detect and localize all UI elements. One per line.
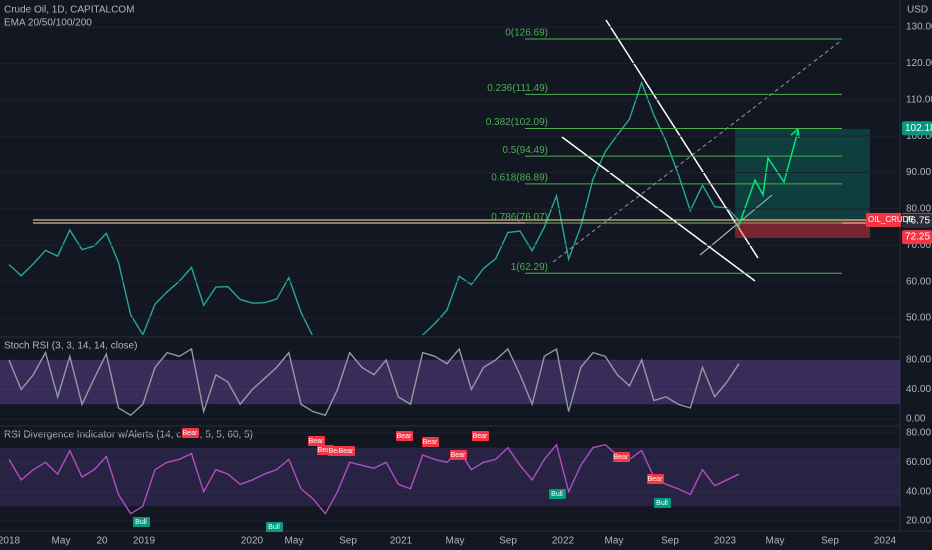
y-tick-label: 80.00	[906, 428, 931, 439]
x-tick-label: May	[766, 536, 785, 547]
y-tick-label: 80.00	[906, 355, 931, 366]
x-tick-label: Sep	[499, 536, 517, 547]
x-tick-label: 2024	[874, 536, 897, 547]
signal-label: Bear	[473, 433, 488, 440]
rsi-title: RSI Divergence Indicator w/Alerts (14, c…	[4, 430, 253, 441]
x-tick-label: 2018	[0, 536, 21, 547]
signal-label: Bull	[551, 491, 563, 498]
y-tick-label: 110.00	[906, 94, 932, 105]
y-tick-label: 70.00	[906, 240, 931, 251]
stoch-band	[0, 360, 900, 405]
x-tick-label: May	[605, 536, 624, 547]
stoch-line	[8, 347, 740, 417]
signal-tag	[647, 474, 664, 484]
x-tick-label: May	[285, 536, 304, 547]
signal-tag	[133, 517, 150, 527]
fib-label: 0.236(111.49)	[487, 83, 548, 94]
x-tick-label: May	[52, 536, 71, 547]
stoch-title: Stoch RSI (3, 3, 14, 14, close)	[4, 341, 137, 352]
signal-tag	[450, 450, 467, 460]
y-tick-label: 60.00	[906, 276, 931, 287]
price-marker	[902, 121, 932, 136]
x-tick-label: Sep	[821, 536, 839, 547]
signal-tag	[308, 436, 325, 446]
signal-tag	[422, 437, 439, 447]
signal-label: Bear	[309, 438, 324, 445]
signal-tag	[396, 431, 413, 441]
x-tick-label: May	[446, 536, 465, 547]
signal-tag	[266, 522, 283, 532]
fib-label: 1(62.29)	[511, 262, 548, 273]
x-tick-label: 2020	[241, 536, 264, 547]
y-tick-label: 130.00	[906, 22, 932, 33]
signal-label: Bear	[451, 452, 466, 459]
signal-tag	[613, 452, 630, 462]
fib-label: 0.382(102.09)	[486, 117, 548, 128]
signal-label: Bear	[397, 433, 412, 440]
target-zone	[735, 129, 870, 220]
signal-label: Bear	[648, 476, 663, 483]
stop-zone	[735, 220, 870, 238]
projection-arrow	[737, 130, 799, 229]
x-tick-label: 2022	[552, 536, 575, 547]
y-tick-label: 0.00	[906, 414, 926, 425]
symbol-tag-label: OIL_CRUDE	[868, 215, 914, 224]
signal-label: Bear	[614, 454, 629, 461]
symbol-tag	[866, 212, 901, 227]
price-marker-label: 76.75	[905, 215, 930, 226]
signal-label: Bear	[318, 447, 333, 454]
signal-tag	[549, 489, 566, 499]
x-tick-label: Sep	[661, 536, 679, 547]
price-marker-label: 102.18	[905, 123, 932, 134]
signal-tag	[654, 498, 671, 508]
y-tick-label: 40.00	[906, 384, 931, 395]
price-pane	[8, 80, 740, 335]
fib-label: 0(126.69)	[505, 28, 548, 39]
y-tick-label: 40.00	[906, 486, 931, 497]
price-line	[8, 80, 740, 335]
signal-label: Bear	[423, 439, 438, 446]
trendline	[605, 19, 759, 259]
x-tick-label: 2019	[133, 536, 156, 547]
currency: USD	[907, 5, 928, 16]
price-marker	[902, 230, 932, 245]
signal-label: Bull	[656, 500, 668, 507]
y-tick-label: 60.00	[906, 457, 931, 468]
signal-tag	[182, 428, 199, 438]
signal-label: Bull	[268, 524, 280, 531]
symbol-title: Crude Oil, 1D, CAPITALCOM	[4, 5, 134, 16]
signal-label: Bull	[135, 519, 147, 526]
signal-label: Bear	[339, 448, 354, 455]
y-tick-label: 100.00	[906, 131, 932, 142]
y-tick-label: 20.00	[906, 516, 931, 527]
dashed-trend	[552, 39, 843, 263]
y-tick-label: 120.00	[906, 58, 932, 69]
drawings	[33, 19, 870, 282]
indicator-title: EMA 20/50/100/200	[4, 18, 92, 29]
x-tick-label: Sep	[339, 536, 357, 547]
y-tick-label: 50.00	[906, 313, 931, 324]
price-marker	[902, 213, 932, 228]
x-tick-label: 2023	[714, 536, 737, 547]
signal-label: Bear	[183, 430, 198, 437]
fib-label: 0.618(86.89)	[491, 172, 548, 183]
price-marker-label: 72.25	[905, 232, 930, 243]
signal-label: Bear	[329, 448, 344, 455]
fib-label: 0.5(94.49)	[502, 145, 548, 156]
y-tick-label: 90.00	[906, 167, 931, 178]
fib-label: 0.786(76.07)	[491, 212, 548, 223]
signal-tag	[472, 431, 489, 441]
x-tick-label: 2021	[390, 536, 413, 547]
signal-tag	[338, 446, 355, 456]
x-tick-label: 20	[96, 536, 108, 547]
y-tick-label: 80.00	[906, 204, 931, 215]
